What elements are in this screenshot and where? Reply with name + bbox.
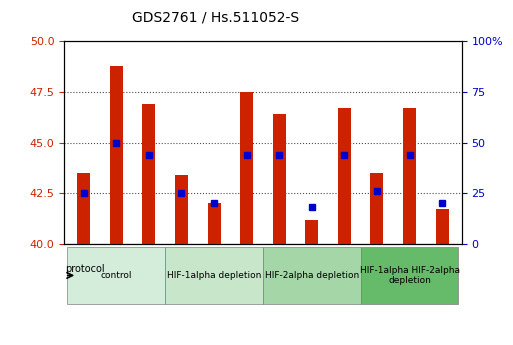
Text: HIF-1alpha HIF-2alpha
depletion: HIF-1alpha HIF-2alpha depletion (360, 266, 460, 285)
Bar (403, 108, 416, 244)
Text: GDS2761 / Hs.511052-S: GDS2761 / Hs.511052-S (132, 10, 299, 24)
Text: HIF-2alpha depletion: HIF-2alpha depletion (265, 271, 359, 280)
Text: control: control (101, 271, 132, 280)
Bar (208, 203, 221, 244)
Bar (142, 104, 155, 244)
Text: HIF-1alpha depletion: HIF-1alpha depletion (167, 271, 261, 280)
Bar (305, 219, 318, 244)
Bar (110, 66, 123, 244)
Bar (273, 114, 286, 244)
FancyBboxPatch shape (361, 247, 459, 304)
Bar (370, 173, 384, 244)
FancyBboxPatch shape (165, 247, 263, 304)
Text: protocol: protocol (65, 264, 105, 274)
FancyBboxPatch shape (67, 247, 165, 304)
Bar (240, 92, 253, 244)
Bar (77, 173, 90, 244)
Bar (436, 209, 449, 244)
Bar (175, 175, 188, 244)
Bar (338, 108, 351, 244)
FancyBboxPatch shape (263, 247, 361, 304)
